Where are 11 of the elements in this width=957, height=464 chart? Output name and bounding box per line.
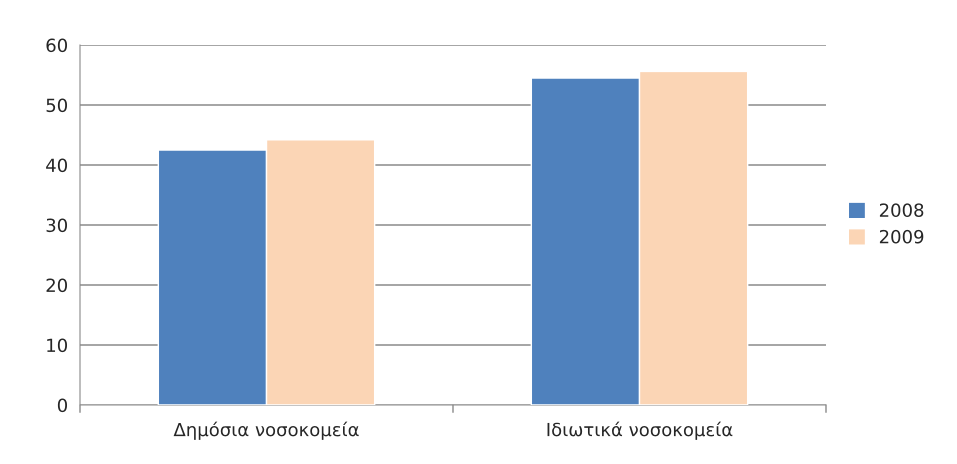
- x-tick-label: Ιδιωτικά νοσοκομεία: [548, 422, 732, 440]
- legend-label: 2008: [880, 203, 924, 217]
- y-tick-label: 20: [46, 278, 67, 292]
- y-tick-label: 0: [58, 398, 67, 412]
- legend-label: 2009: [880, 230, 924, 244]
- y-tick-label: 40: [46, 158, 67, 172]
- x-tick-label: Δημόσια νοσοκομεία: [174, 422, 359, 440]
- y-tick-label: 50: [46, 98, 67, 112]
- y-tick-label: 30: [46, 218, 67, 232]
- y-tick-label: 10: [47, 338, 67, 352]
- y-tick-label: 60: [46, 38, 67, 52]
